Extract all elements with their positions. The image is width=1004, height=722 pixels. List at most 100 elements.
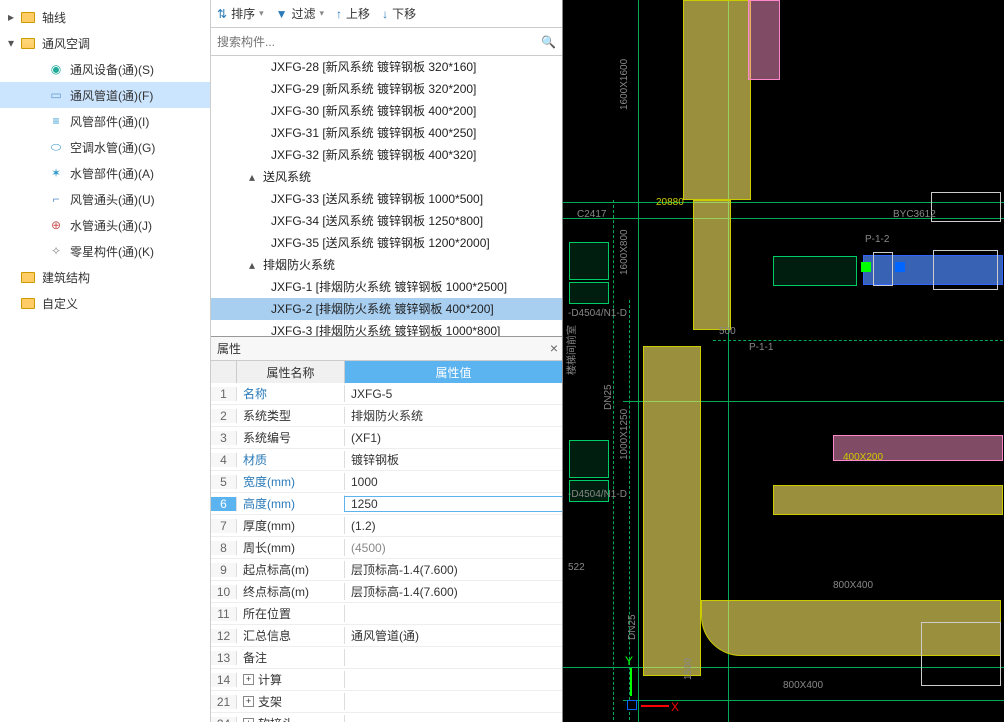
property-value[interactable]: 镀锌钢板 — [345, 451, 562, 468]
value-column-header[interactable]: 属性值 — [345, 361, 562, 383]
property-value[interactable]: 排烟防火系统 — [345, 407, 562, 424]
tree-item-pipe-joint[interactable]: ⊕ 水管通头(通)(J) — [0, 212, 210, 238]
tree-label: 轴线 — [42, 9, 66, 26]
property-row[interactable]: 5宽度(mm)1000 — [211, 471, 562, 493]
list-item[interactable]: JXFG-1 [排烟防火系统 镀锌钢板 1000*2500] — [211, 276, 562, 298]
tree-item-water-pipe[interactable]: ⬭ 空调水管(通)(G) — [0, 134, 210, 160]
tree-label: 建筑结构 — [42, 269, 90, 286]
property-value[interactable]: (4500) — [345, 541, 562, 555]
move-up-button[interactable]: ↑上移 — [336, 5, 370, 22]
list-item[interactable]: JXFG-3 [排烟防火系统 镀锌钢板 1000*800] — [211, 320, 562, 336]
list-item[interactable]: JXFG-31 [新风系统 镀锌钢板 400*250] — [211, 122, 562, 144]
tree-item-water-parts[interactable]: ✶ 水管部件(通)(A) — [0, 160, 210, 186]
search-icon[interactable]: 🔍 — [541, 35, 556, 49]
property-value[interactable]: (1.2) — [345, 519, 562, 533]
property-row[interactable]: 24+ 软接头 — [211, 713, 562, 722]
cad-viewport[interactable]: YX 1600X160020880C2417BYC3612P-1-21600X8… — [563, 0, 1004, 722]
tree-item-duct-elbow[interactable]: ⌐ 风管通头(通)(U) — [0, 186, 210, 212]
category-tree-panel: ▸ 轴线 ▾ 通风空调 ◉ 通风设备(通)(S) ▭ 通风管道(通)(F) ≡ … — [0, 0, 211, 722]
property-row[interactable]: 7厚度(mm)(1.2) — [211, 515, 562, 537]
row-number: 24 — [211, 717, 237, 722]
tree-item-hvac[interactable]: ▾ 通风空调 — [0, 30, 210, 56]
property-name: 汇总信息 — [237, 627, 345, 644]
list-item[interactable]: JXFG-35 [送风系统 镀锌钢板 1200*2000] — [211, 232, 562, 254]
chevron-icon[interactable] — [4, 270, 18, 284]
tree-item-axis[interactable]: ▸ 轴线 — [0, 4, 210, 30]
folder-icon — [20, 9, 36, 25]
tree-item-misc[interactable]: ✧ 零星构件(通)(K) — [0, 238, 210, 264]
list-item[interactable]: JXFG-29 [新风系统 镀锌钢板 320*200] — [211, 78, 562, 100]
component-list[interactable]: JXFG-28 [新风系统 镀锌钢板 320*160]JXFG-29 [新风系统… — [211, 56, 562, 336]
property-name: 材质 — [237, 451, 345, 468]
property-row[interactable]: 6高度(mm)1250 — [211, 493, 562, 515]
property-name: + 支架 — [237, 693, 345, 710]
property-row[interactable]: 1名称JXFG-5 — [211, 383, 562, 405]
arrow-up-icon: ↑ — [336, 7, 342, 21]
property-row[interactable]: 10终点标高(m)层顶标高-1.4(7.600) — [211, 581, 562, 603]
tree-item-custom[interactable]: 自定义 — [0, 290, 210, 316]
move-down-button[interactable]: ↓下移 — [382, 5, 416, 22]
property-value[interactable]: (XF1) — [345, 431, 562, 445]
property-row[interactable]: 8周长(mm)(4500) — [211, 537, 562, 559]
expand-icon[interactable]: + — [243, 674, 254, 685]
down-label: 下移 — [392, 5, 416, 22]
property-row[interactable]: 11所在位置 — [211, 603, 562, 625]
tree-label: 风管部件(通)(I) — [70, 113, 149, 130]
cad-equipment[interactable] — [569, 242, 609, 280]
chevron-down-icon[interactable]: ▾ — [4, 36, 18, 50]
component-panel: ⇅排序▾ ▼过滤▾ ↑上移 ↓下移 🔍 JXFG-28 [新风系统 镀锌钢板 3… — [211, 0, 563, 722]
property-row[interactable]: 3系统编号(XF1) — [211, 427, 562, 449]
property-row[interactable]: 4材质镀锌钢板 — [211, 449, 562, 471]
list-item[interactable]: JXFG-28 [新风系统 镀锌钢板 320*160] — [211, 56, 562, 78]
property-row[interactable]: 21+ 支架 — [211, 691, 562, 713]
property-name: 系统类型 — [237, 407, 345, 424]
tree-item-structure[interactable]: 建筑结构 — [0, 264, 210, 290]
list-group[interactable]: ▴送风系统 — [211, 166, 562, 188]
row-number: 12 — [211, 629, 237, 643]
property-value[interactable]: JXFG-5 — [345, 387, 562, 401]
property-value[interactable]: 1250 — [345, 497, 562, 511]
row-number: 9 — [211, 563, 237, 577]
search-input[interactable] — [217, 35, 541, 49]
property-row[interactable]: 13备注 — [211, 647, 562, 669]
list-item[interactable]: JXFG-34 [送风系统 镀锌钢板 1250*800] — [211, 210, 562, 232]
tree-item-duct-parts[interactable]: ≡ 风管部件(通)(I) — [0, 108, 210, 134]
filter-button[interactable]: ▼过滤▾ — [276, 5, 324, 22]
sort-button[interactable]: ⇅排序▾ — [217, 5, 264, 22]
tree-label: 零星构件(通)(K) — [70, 243, 154, 260]
property-row[interactable]: 14+ 计算 — [211, 669, 562, 691]
cad-label: 1600X1600 — [619, 59, 630, 110]
chevron-right-icon[interactable]: ▸ — [4, 10, 18, 24]
list-item[interactable]: JXFG-32 [新风系统 镀锌钢板 400*320] — [211, 144, 562, 166]
grip-handle[interactable] — [861, 262, 871, 272]
expand-icon[interactable]: + — [243, 718, 254, 722]
property-value[interactable]: 层顶标高-1.4(7.600) — [345, 561, 562, 578]
property-value[interactable]: 层顶标高-1.4(7.600) — [345, 583, 562, 600]
property-name: 名称 — [237, 385, 345, 402]
list-item[interactable]: JXFG-33 [送风系统 镀锌钢板 1000*500] — [211, 188, 562, 210]
tree-label: 自定义 — [42, 295, 78, 312]
tree-item-equipment[interactable]: ◉ 通风设备(通)(S) — [0, 56, 210, 82]
grip-handle[interactable] — [895, 262, 905, 272]
tree-item-duct[interactable]: ▭ 通风管道(通)(F) — [0, 82, 210, 108]
props-header: 属性名称 属性值 — [211, 361, 562, 383]
property-row[interactable]: 9起点标高(m)层顶标高-1.4(7.600) — [211, 559, 562, 581]
expand-icon[interactable]: + — [243, 696, 254, 707]
collapse-icon[interactable]: ▴ — [247, 166, 257, 188]
property-value[interactable]: 通风管道(通) — [345, 627, 562, 644]
name-column-header[interactable]: 属性名称 — [237, 361, 345, 383]
cad-label: 20880 — [656, 197, 684, 208]
close-icon[interactable]: × — [550, 340, 558, 356]
tree-label: 空调水管(通)(G) — [70, 139, 155, 156]
cad-label: -D4504/N1-D — [568, 308, 627, 319]
list-group[interactable]: ▴排烟防火系统 — [211, 254, 562, 276]
cad-label: 1500 — [683, 658, 694, 680]
collapse-icon[interactable]: ▴ — [247, 254, 257, 276]
chevron-icon[interactable] — [4, 296, 18, 310]
property-row[interactable]: 2系统类型排烟防火系统 — [211, 405, 562, 427]
tree-label: 通风设备(通)(S) — [70, 61, 154, 78]
list-item[interactable]: JXFG-30 [新风系统 镀锌钢板 400*200] — [211, 100, 562, 122]
property-row[interactable]: 12汇总信息通风管道(通) — [211, 625, 562, 647]
list-item[interactable]: JXFG-2 [排烟防火系统 镀锌钢板 400*200] — [211, 298, 562, 320]
property-value[interactable]: 1000 — [345, 475, 562, 489]
